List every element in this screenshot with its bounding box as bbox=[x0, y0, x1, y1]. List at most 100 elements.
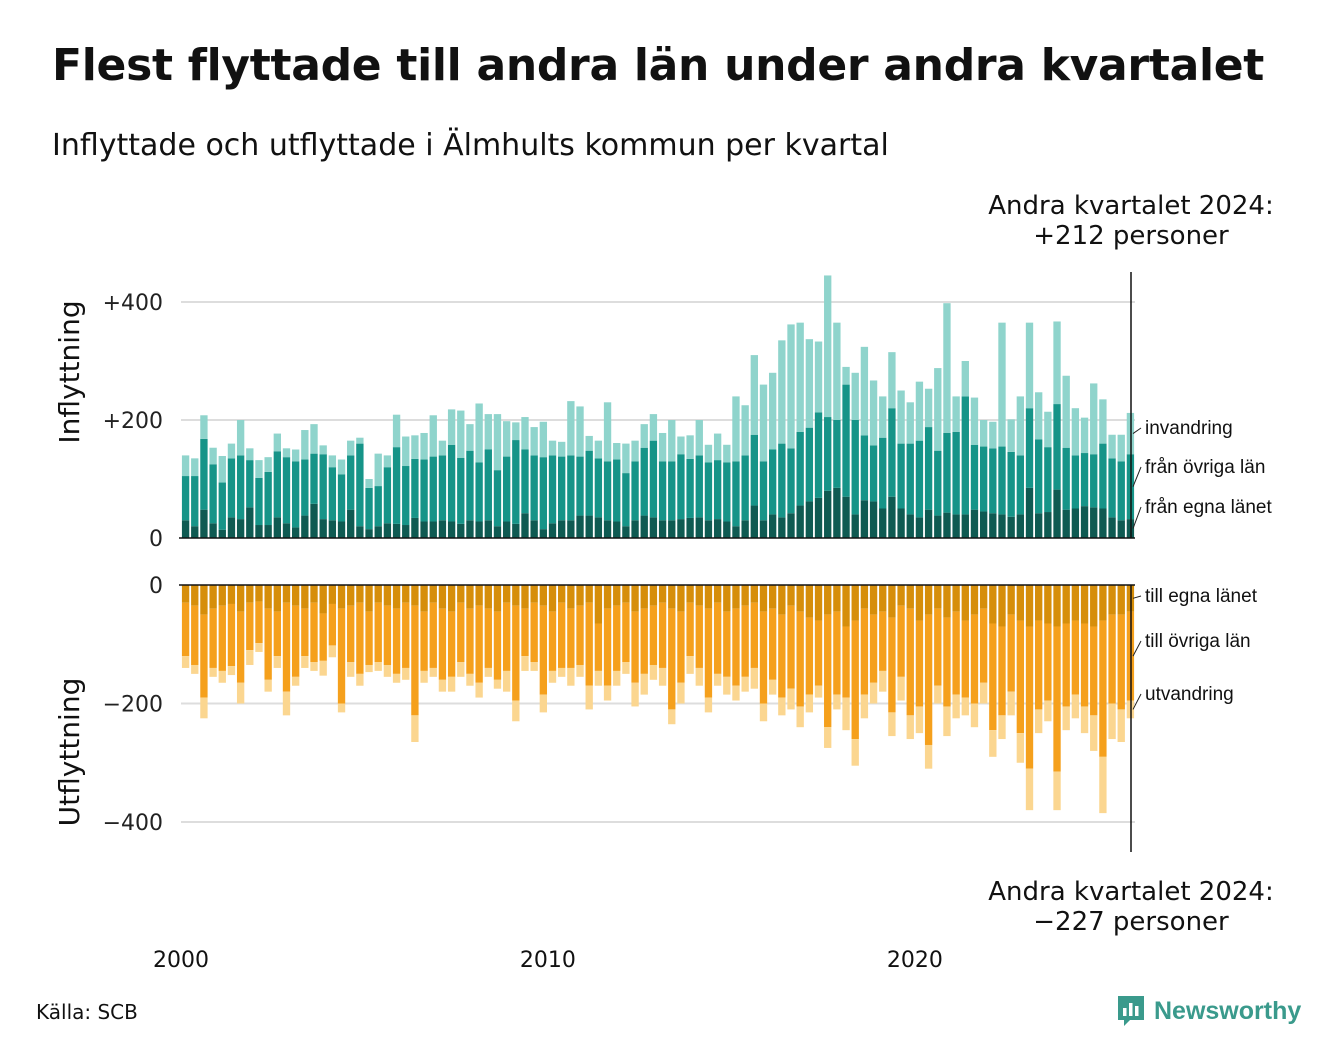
bar-in-2 bbox=[319, 445, 327, 455]
bar-in-1 bbox=[493, 470, 502, 527]
bar-out-2 bbox=[1062, 706, 1070, 731]
bar-in-1 bbox=[246, 460, 254, 508]
bar-in-2 bbox=[768, 372, 777, 450]
bar-out-0 bbox=[392, 585, 401, 609]
bar-in-1 bbox=[934, 450, 942, 516]
bar-in-0 bbox=[1007, 516, 1015, 538]
bar-out-1 bbox=[640, 608, 648, 674]
bar-out-0 bbox=[897, 585, 905, 606]
bar-in-0 bbox=[502, 521, 511, 538]
bar-in-2 bbox=[723, 444, 731, 463]
bar-out-1 bbox=[677, 611, 685, 683]
bar-in-2 bbox=[567, 401, 575, 456]
bar-out-1 bbox=[447, 611, 456, 677]
bar-in-2 bbox=[1053, 321, 1061, 405]
bar-in-0 bbox=[1090, 507, 1098, 538]
bar-out-1 bbox=[594, 623, 603, 671]
bar-out-1 bbox=[750, 602, 758, 668]
bar-out-2 bbox=[796, 706, 804, 728]
bar-out-2 bbox=[1035, 709, 1043, 734]
bar-out-1 bbox=[631, 611, 639, 683]
bar-in-2 bbox=[484, 414, 492, 450]
bar-out-2 bbox=[860, 694, 869, 719]
series-leader-line bbox=[1132, 427, 1142, 434]
bar-out-1 bbox=[723, 611, 731, 677]
bar-out-1 bbox=[291, 605, 300, 677]
bar-out-0 bbox=[576, 585, 584, 606]
bar-in-0 bbox=[934, 515, 942, 538]
bar-in-0 bbox=[447, 521, 456, 538]
bar-in-0 bbox=[961, 514, 969, 538]
bar-out-2 bbox=[227, 666, 236, 676]
bar-out-2 bbox=[209, 667, 217, 677]
bar-out-2 bbox=[558, 667, 566, 677]
bar-in-0 bbox=[521, 513, 529, 538]
bar-in-0 bbox=[282, 523, 291, 538]
bar-out-1 bbox=[493, 611, 502, 680]
bar-in-2 bbox=[392, 414, 401, 448]
brand-logo[interactable]: Newsworthy bbox=[1116, 994, 1301, 1028]
bar-out-0 bbox=[778, 585, 786, 615]
bar-out-2 bbox=[264, 679, 272, 692]
bar-out-1 bbox=[558, 602, 566, 668]
bar-in-0 bbox=[860, 500, 869, 538]
bar-in-2 bbox=[732, 396, 740, 462]
bar-in-0 bbox=[347, 509, 355, 538]
bar-out-1 bbox=[1090, 626, 1098, 716]
bar-in-0 bbox=[787, 513, 795, 538]
bar-in-2 bbox=[952, 396, 960, 432]
bar-out-2 bbox=[998, 715, 1006, 740]
bar-in-1 bbox=[649, 440, 658, 518]
bar-in-1 bbox=[200, 438, 208, 510]
bar-out-2 bbox=[723, 676, 731, 695]
bar-out-1 bbox=[897, 605, 905, 677]
bar-in-2 bbox=[539, 421, 548, 458]
bar-in-2 bbox=[1090, 383, 1098, 455]
bar-out-0 bbox=[824, 585, 832, 615]
bar-out-1 bbox=[906, 608, 914, 716]
bar-in-1 bbox=[677, 454, 685, 520]
bar-in-2 bbox=[457, 410, 465, 458]
x-tick-label: 2010 bbox=[520, 948, 576, 973]
bar-in-0 bbox=[475, 521, 483, 538]
bar-in-1 bbox=[429, 456, 437, 522]
bar-in-2 bbox=[1117, 434, 1125, 462]
bar-out-1 bbox=[1025, 626, 1034, 769]
bar-in-0 bbox=[420, 521, 428, 538]
bar-out-1 bbox=[209, 608, 217, 668]
bar-in-2 bbox=[649, 414, 658, 441]
bar-in-2 bbox=[759, 384, 768, 462]
bar-in-1 bbox=[1007, 451, 1015, 517]
bar-out-0 bbox=[502, 585, 511, 603]
bar-in-2 bbox=[668, 420, 676, 462]
bar-in-2 bbox=[1025, 322, 1034, 409]
bar-out-1 bbox=[301, 608, 309, 657]
bar-in-1 bbox=[356, 443, 364, 527]
bar-in-1 bbox=[961, 396, 969, 515]
bar-in-1 bbox=[438, 455, 447, 521]
bar-out-0 bbox=[181, 585, 190, 603]
bar-out-2 bbox=[539, 694, 548, 713]
bar-out-2 bbox=[1099, 756, 1107, 814]
bar-in-2 bbox=[273, 433, 281, 452]
bar-in-0 bbox=[539, 529, 548, 538]
bar-in-0 bbox=[668, 520, 676, 538]
bar-in-0 bbox=[328, 520, 337, 538]
bar-out-0 bbox=[622, 585, 630, 603]
bar-in-1 bbox=[824, 417, 832, 491]
bar-in-0 bbox=[466, 520, 474, 538]
bar-in-1 bbox=[998, 446, 1006, 515]
bar-out-2 bbox=[695, 667, 703, 686]
bar-in-2 bbox=[631, 440, 639, 462]
bar-in-1 bbox=[484, 449, 492, 521]
bar-out-2 bbox=[833, 694, 841, 710]
bar-in-0 bbox=[576, 515, 584, 538]
bar-in-1 bbox=[695, 455, 703, 518]
bar-out-1 bbox=[860, 608, 869, 695]
bar-out-2 bbox=[594, 670, 603, 686]
bar-out-0 bbox=[1025, 585, 1034, 627]
bar-in-2 bbox=[658, 432, 667, 462]
bar-in-1 bbox=[713, 460, 722, 520]
bar-out-2 bbox=[466, 673, 474, 686]
bar-out-1 bbox=[979, 608, 988, 683]
